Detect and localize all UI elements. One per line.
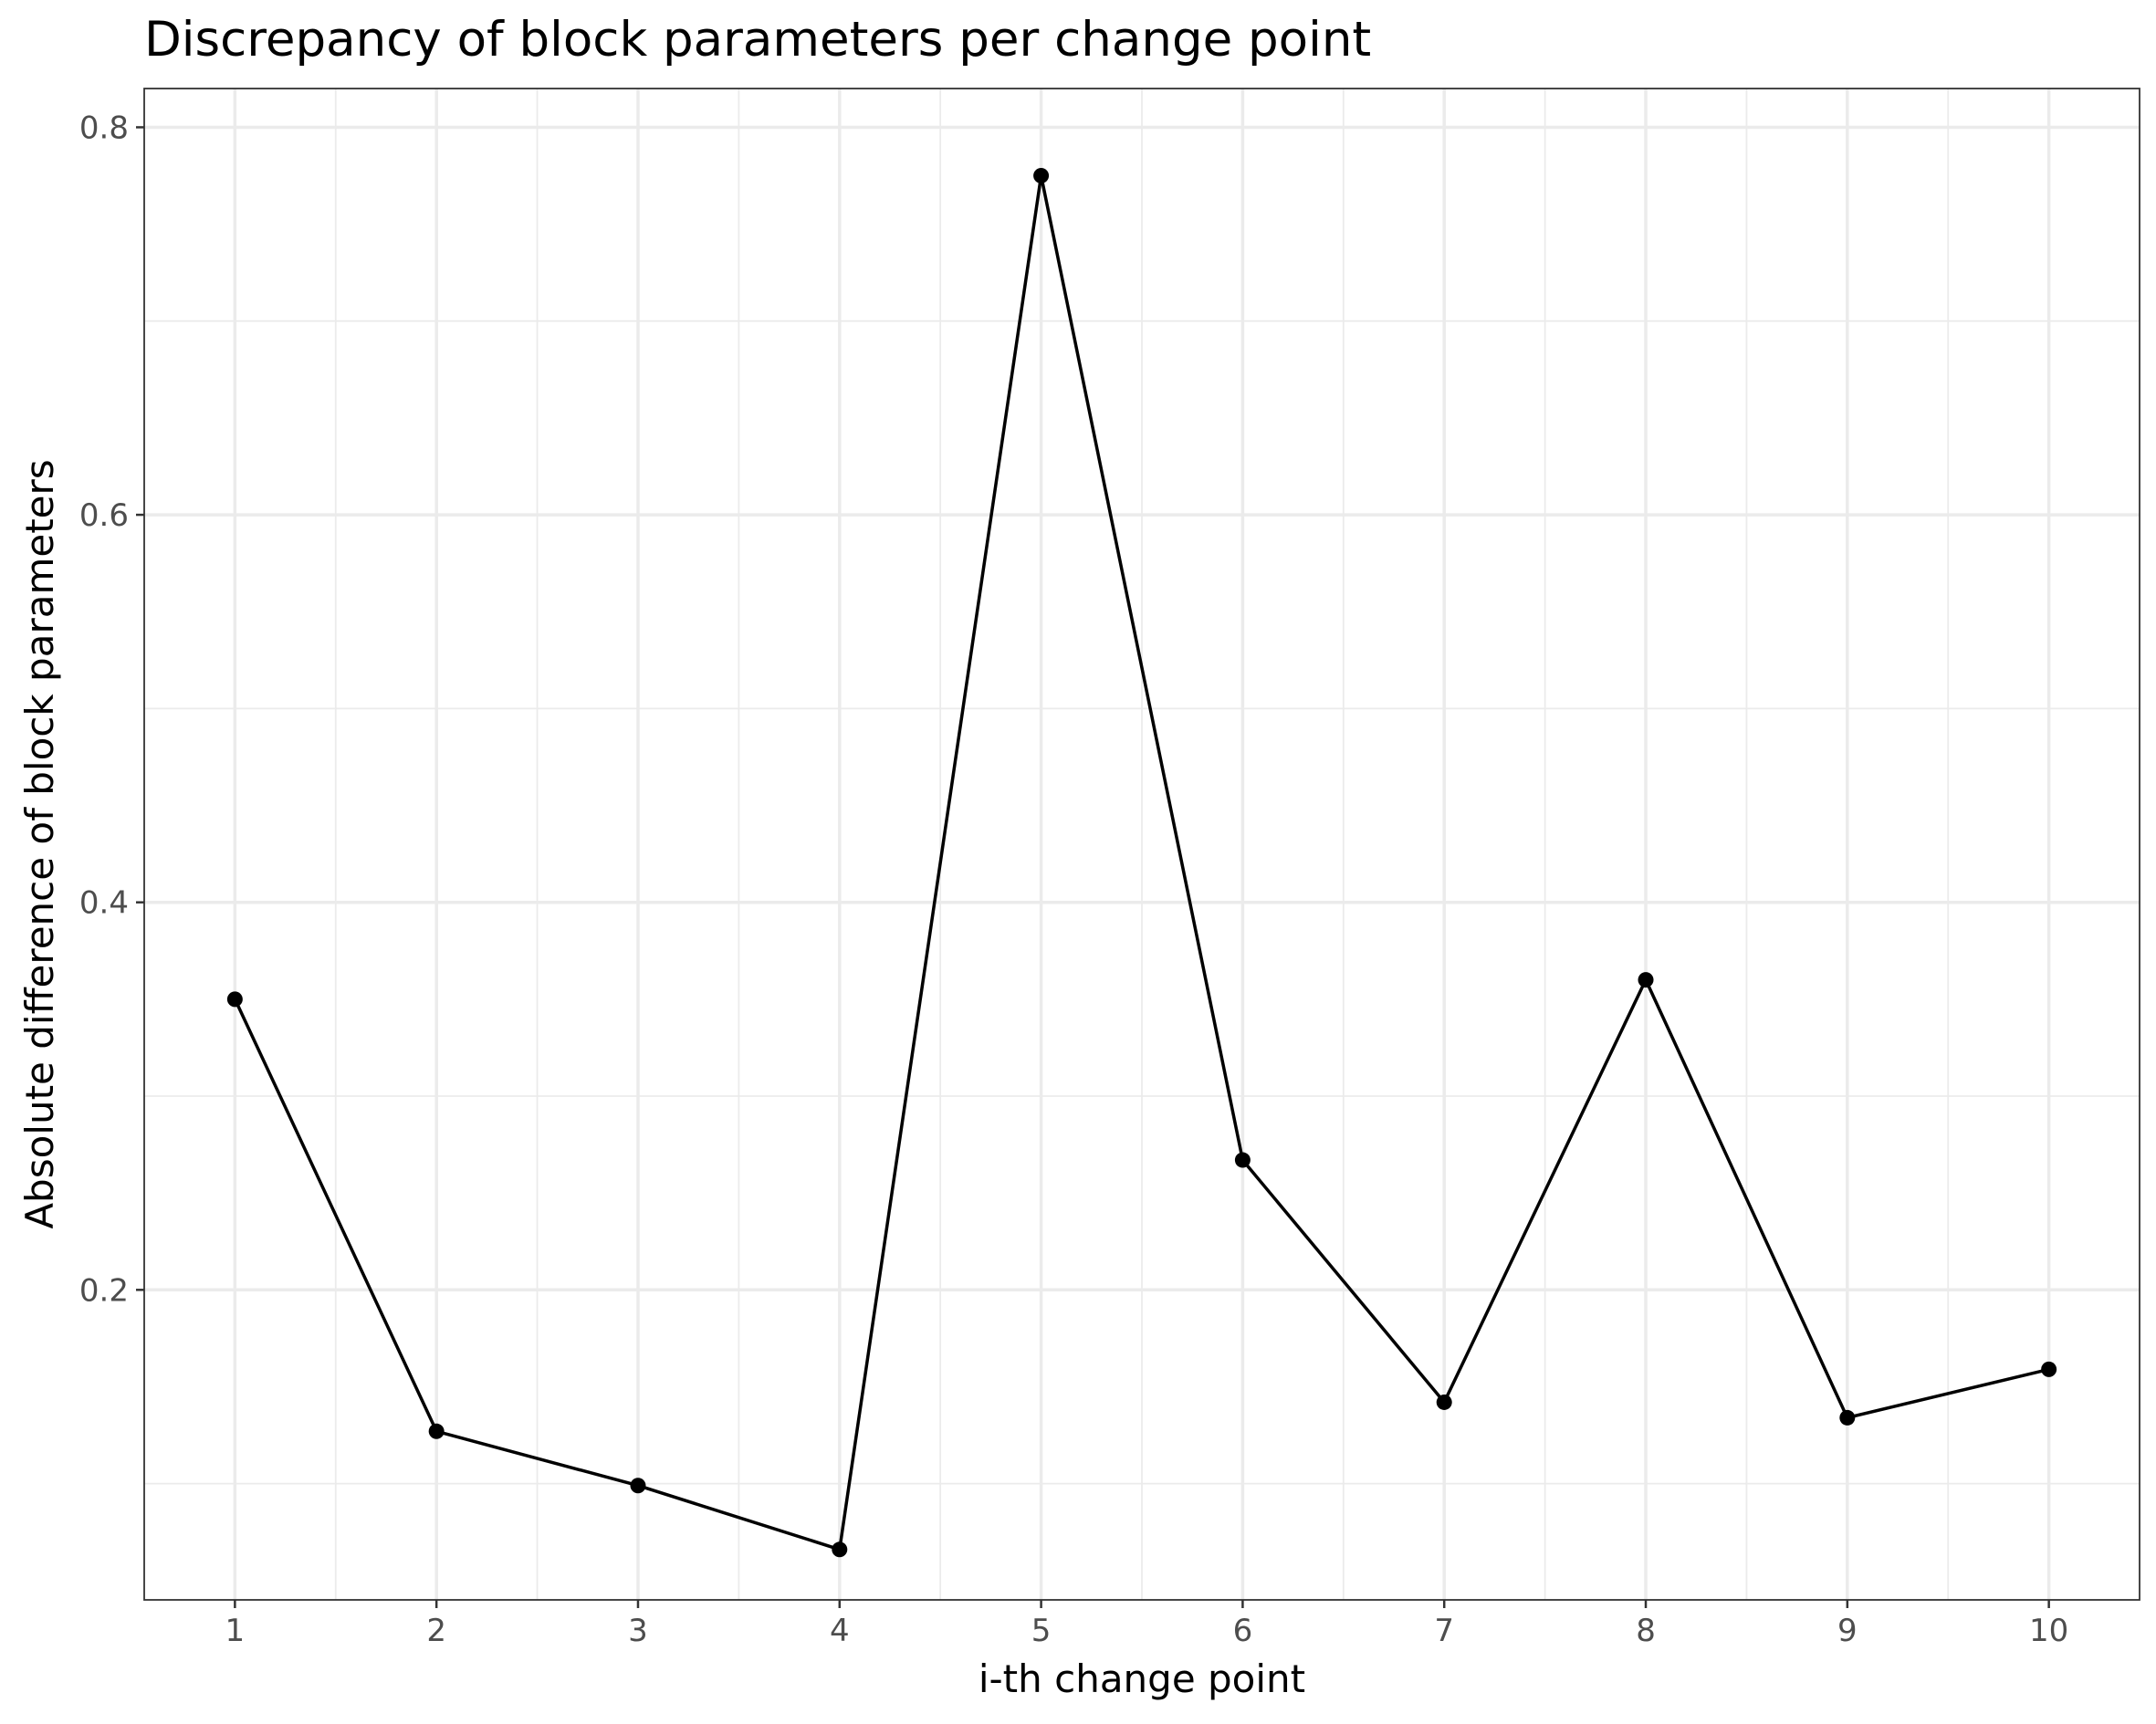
data-point	[2041, 1361, 2057, 1377]
data-point	[1638, 972, 1654, 988]
y-axis: 0.2 0.4 0.6 0.8	[79, 110, 144, 1309]
x-tick-label: 6	[1233, 1613, 1253, 1649]
y-axis-title: Absolute difference of block parameters	[17, 459, 62, 1228]
x-tick-label: 5	[1031, 1613, 1052, 1649]
data-point	[630, 1478, 646, 1494]
data-point	[428, 1423, 445, 1439]
data-point	[1839, 1409, 1856, 1426]
y-tick-label: 0.6	[79, 497, 129, 534]
series-layer	[226, 168, 2057, 1558]
data-point	[1234, 1152, 1251, 1168]
data-point	[1033, 168, 1050, 184]
y-tick-label: 0.8	[79, 110, 129, 146]
x-tick-label: 2	[426, 1613, 446, 1649]
x-axis-title: i-th change point	[979, 1656, 1305, 1701]
x-tick-label: 3	[628, 1613, 648, 1649]
x-axis: 1 2 3 4 5 6 7 8 9 10	[225, 1600, 2068, 1649]
x-tick-label: 1	[225, 1613, 246, 1649]
x-tick-label: 4	[830, 1613, 850, 1649]
grid	[144, 89, 2140, 1600]
x-tick-label: 10	[2029, 1613, 2068, 1649]
x-tick-label: 8	[1636, 1613, 1656, 1649]
x-tick-label: 7	[1434, 1613, 1454, 1649]
plot-panel-border	[143, 88, 2140, 1601]
series-line	[233, 173, 2050, 1552]
data-point	[1436, 1394, 1452, 1410]
x-tick-label: 9	[1837, 1613, 1858, 1649]
y-tick-label: 0.2	[79, 1272, 129, 1309]
chart-title: Discrepancy of block parameters per chan…	[144, 12, 1371, 68]
data-point	[832, 1541, 848, 1558]
y-tick-label: 0.4	[79, 885, 129, 922]
data-point	[226, 991, 243, 1008]
